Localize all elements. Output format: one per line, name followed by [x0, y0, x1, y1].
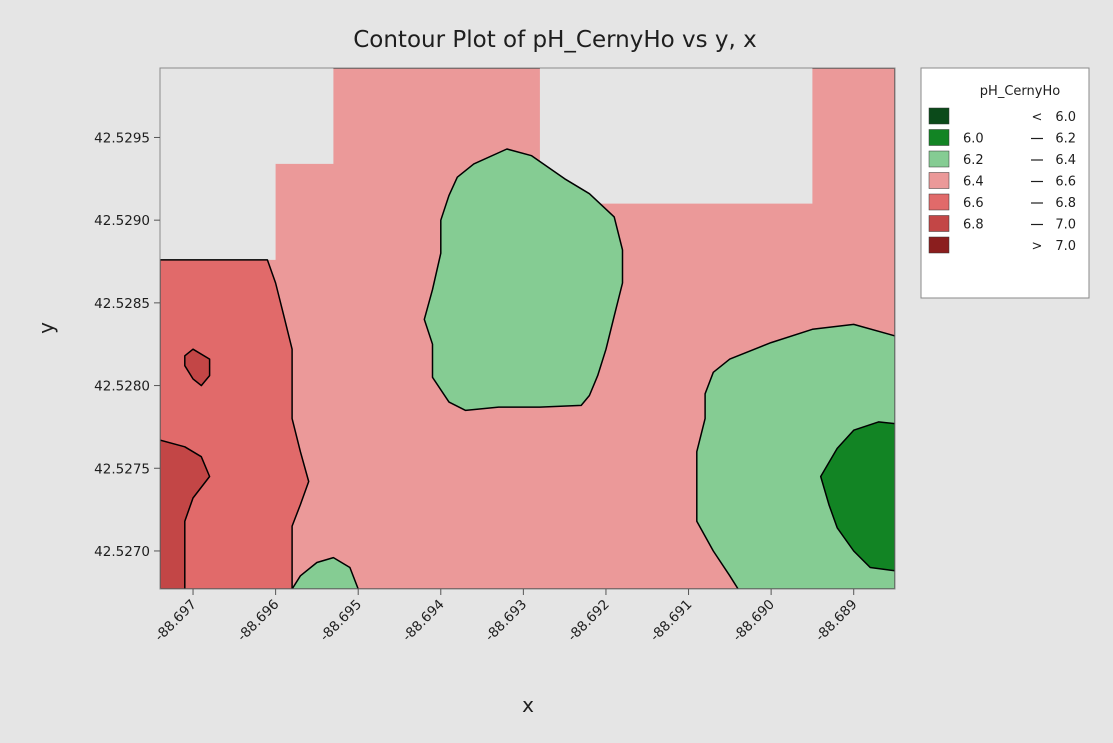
x-tick-label: -88.694	[399, 597, 447, 645]
plot-area	[160, 68, 895, 589]
x-tick-label: -88.696	[234, 597, 282, 645]
contour-region	[160, 259, 310, 589]
legend: pH_CernyHo <6.0 6.0 6.2 6.2 6.4 6.4 6.6 6.6 6.8 6…	[920, 67, 1090, 299]
chart-title: Contour Plot of pH_CernyHo vs y, x	[353, 27, 757, 53]
x-tick-label: -88.693	[482, 597, 530, 645]
x-tick-label: -88.690	[730, 597, 778, 645]
legend-high-value: 6.6	[1055, 175, 1076, 190]
y-tick-label: 42.5270	[94, 544, 150, 560]
legend-high-value: 7.0	[1055, 239, 1076, 254]
legend-swatch	[928, 236, 950, 254]
x-axis-label: x	[522, 693, 534, 717]
legend-low-value: 6.2	[963, 153, 984, 168]
legend-title: pH_CernyHo	[980, 84, 1060, 99]
legend-low-value: 6.8	[963, 218, 984, 233]
x-tick-label: -88.697	[152, 597, 200, 645]
y-axis: 42.5270 42.5275 42.5280 42.5285 42.5290 42.52…	[94, 130, 160, 560]
y-tick-label: 42.5295	[94, 130, 150, 146]
contour-region	[291, 556, 359, 589]
legend-swatch	[928, 129, 950, 146]
y-tick-label: 42.5290	[94, 213, 150, 229]
x-axis: -88.697 -88.696 -88.695 -88.694 -88.693 -88.6…	[152, 589, 861, 645]
legend-swatch	[928, 172, 950, 189]
y-tick-label: 42.5280	[94, 379, 150, 395]
plot-frame	[159, 67, 896, 590]
legend-high-value: 6.4	[1055, 153, 1076, 168]
no-data-region	[160, 68, 334, 260]
legend-low-value: 6.6	[963, 196, 984, 211]
legend-swatch	[928, 107, 950, 125]
y-tick-label: 42.5275	[94, 461, 150, 477]
contour-region	[423, 148, 624, 412]
x-tick-label: -88.691	[647, 597, 695, 645]
legend-high-value: 6.2	[1055, 132, 1076, 147]
contour-region	[819, 421, 895, 572]
y-axis-label: y	[34, 322, 58, 334]
legend-items: <6.0 6.0 6.2 6.2 6.4 6.4 6.6 6.6 6.8 6.8 7.0 > 7.0	[928, 107, 1076, 254]
contour-region	[184, 348, 211, 387]
legend-high-value: 6.0	[1055, 110, 1076, 125]
x-tick-label: -88.689	[812, 597, 860, 645]
legend-low-value: 6.0	[963, 132, 984, 147]
legend-swatch	[928, 150, 950, 168]
no-data-region	[539, 68, 813, 204]
legend-symbol: <	[1032, 110, 1043, 125]
legend-swatch	[928, 215, 950, 232]
legend-swatch	[928, 193, 950, 211]
legend-symbol: >	[1032, 239, 1043, 254]
legend-high-value: 6.8	[1055, 196, 1076, 211]
x-tick-label: -88.695	[317, 597, 365, 645]
x-tick-label: -88.692	[565, 597, 613, 645]
legend-low-value: 6.4	[963, 175, 984, 190]
y-tick-label: 42.5285	[94, 296, 150, 312]
legend-high-value: 7.0	[1055, 218, 1076, 233]
contour-region	[160, 439, 211, 589]
